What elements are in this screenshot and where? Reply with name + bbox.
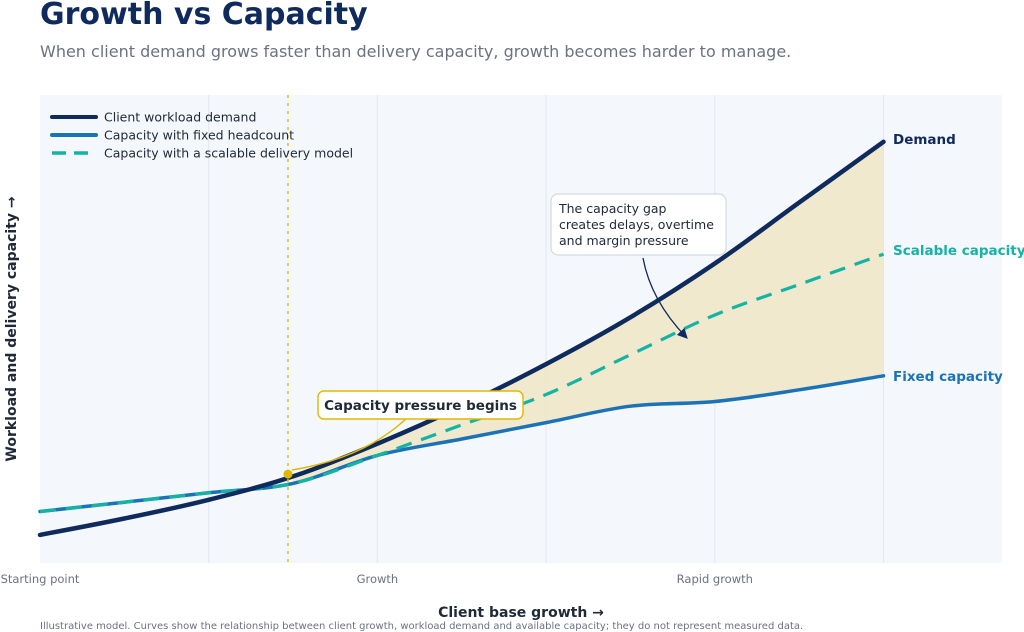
end-label-scalable: Scalable capacity <box>893 243 1024 259</box>
gap-callout-line-2: creates delays, overtime <box>559 217 714 232</box>
y-axis-title: Workload and delivery capacity → <box>4 196 20 461</box>
gap-callout-line-3: and margin pressure <box>559 233 689 248</box>
pressure-point <box>283 470 292 479</box>
end-label-fixed: Fixed capacity <box>893 369 1003 385</box>
legend-label-fixed: Capacity with fixed headcount <box>104 128 294 143</box>
chart-subtitle: When client demand grows faster than del… <box>40 42 791 61</box>
chart-title: Growth vs Capacity <box>40 0 368 32</box>
x-tick-label: Starting point <box>1 572 80 586</box>
gap-callout-line-1: The capacity gap <box>558 201 667 216</box>
x-tick-label: Growth <box>357 572 399 586</box>
footnote: Illustrative model. Curves show the rela… <box>40 621 803 632</box>
x-tick-label: Rapid growth <box>677 572 753 586</box>
pressure-callout-text: Capacity pressure begins <box>324 398 517 414</box>
legend-label-demand: Client workload demand <box>104 110 256 125</box>
x-ticks: Starting point Growth Rapid growth <box>1 572 753 586</box>
end-label-demand: Demand <box>893 132 956 148</box>
legend-label-scalable: Capacity with a scalable delivery model <box>104 146 353 161</box>
x-axis-title: Client base growth → <box>438 605 604 621</box>
